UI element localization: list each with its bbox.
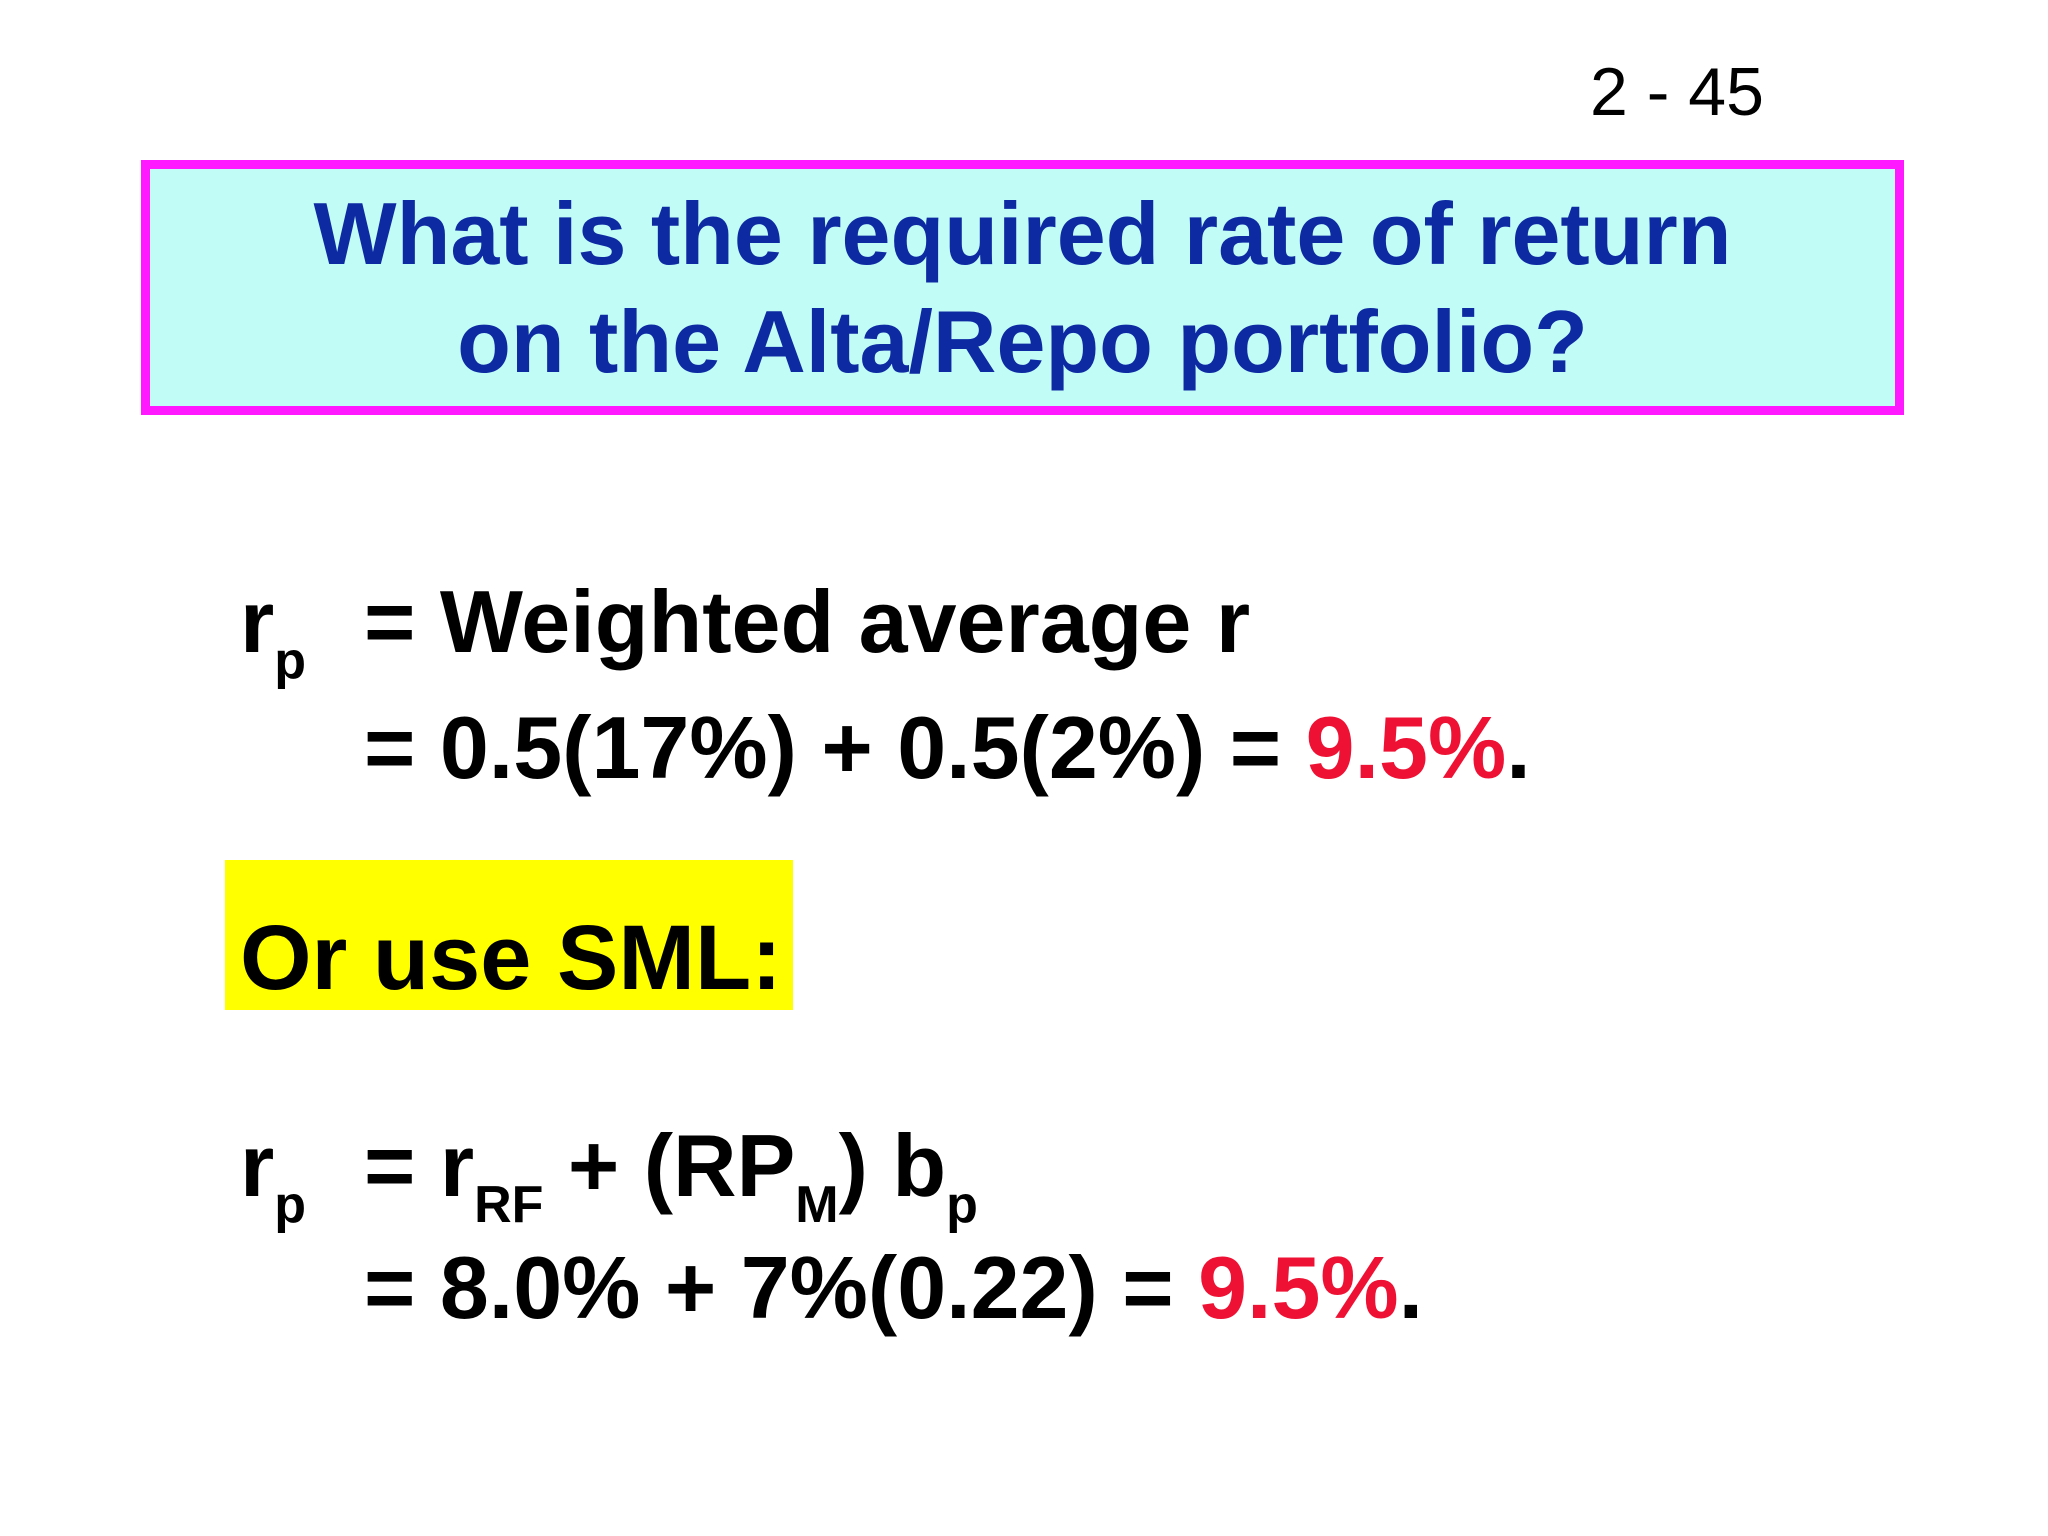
title-box: What is the required rate of return on t… bbox=[141, 160, 1904, 415]
sml-lhs: rp bbox=[240, 1122, 306, 1232]
sml-p-sub: p bbox=[946, 1176, 978, 1234]
weighted-lhs-r: r bbox=[240, 572, 275, 671]
weighted-line-1: = Weighted average r bbox=[364, 572, 1251, 671]
sml-line-2: = 8.0% + 7%(0.22) = 9.5%. bbox=[364, 1244, 1423, 1332]
sml-highlight bbox=[225, 860, 793, 1010]
sml-lhs-r: r bbox=[240, 1116, 275, 1215]
sml-eq-r: = r bbox=[364, 1116, 475, 1215]
sml-result: 9.5% bbox=[1198, 1238, 1399, 1337]
sml-line-2-expression: = 8.0% + 7%(0.22) = bbox=[364, 1238, 1199, 1337]
sml-rf-sub: RF bbox=[474, 1176, 544, 1234]
sml-line-1: = rRF + (RPM) bp bbox=[364, 1122, 978, 1232]
weighted-lhs-sub: p bbox=[274, 632, 307, 690]
sml-close-b: ) b bbox=[838, 1116, 947, 1215]
sml-lhs-sub: p bbox=[274, 1176, 307, 1234]
sml-m-sub: M bbox=[795, 1176, 839, 1234]
weighted-result: 9.5% bbox=[1305, 698, 1507, 797]
weighted-lhs: rp bbox=[240, 578, 306, 688]
weighted-line-2-expression: = 0.5(17%) + 0.5(2%) = bbox=[364, 698, 1306, 797]
sml-period: . bbox=[1398, 1238, 1424, 1337]
title-line-1: What is the required rate of return bbox=[313, 183, 1732, 283]
page-number: 2 - 45 bbox=[1590, 54, 1764, 130]
title-line-2: on the Alta/Repo portfolio? bbox=[457, 291, 1588, 391]
weighted-period: . bbox=[1506, 698, 1531, 797]
sml-label: Or use SML: bbox=[240, 907, 782, 1009]
sml-plus-rp: + (RP bbox=[543, 1116, 796, 1215]
weighted-line-2: = 0.5(17%) + 0.5(2%) = 9.5%. bbox=[364, 704, 1531, 792]
